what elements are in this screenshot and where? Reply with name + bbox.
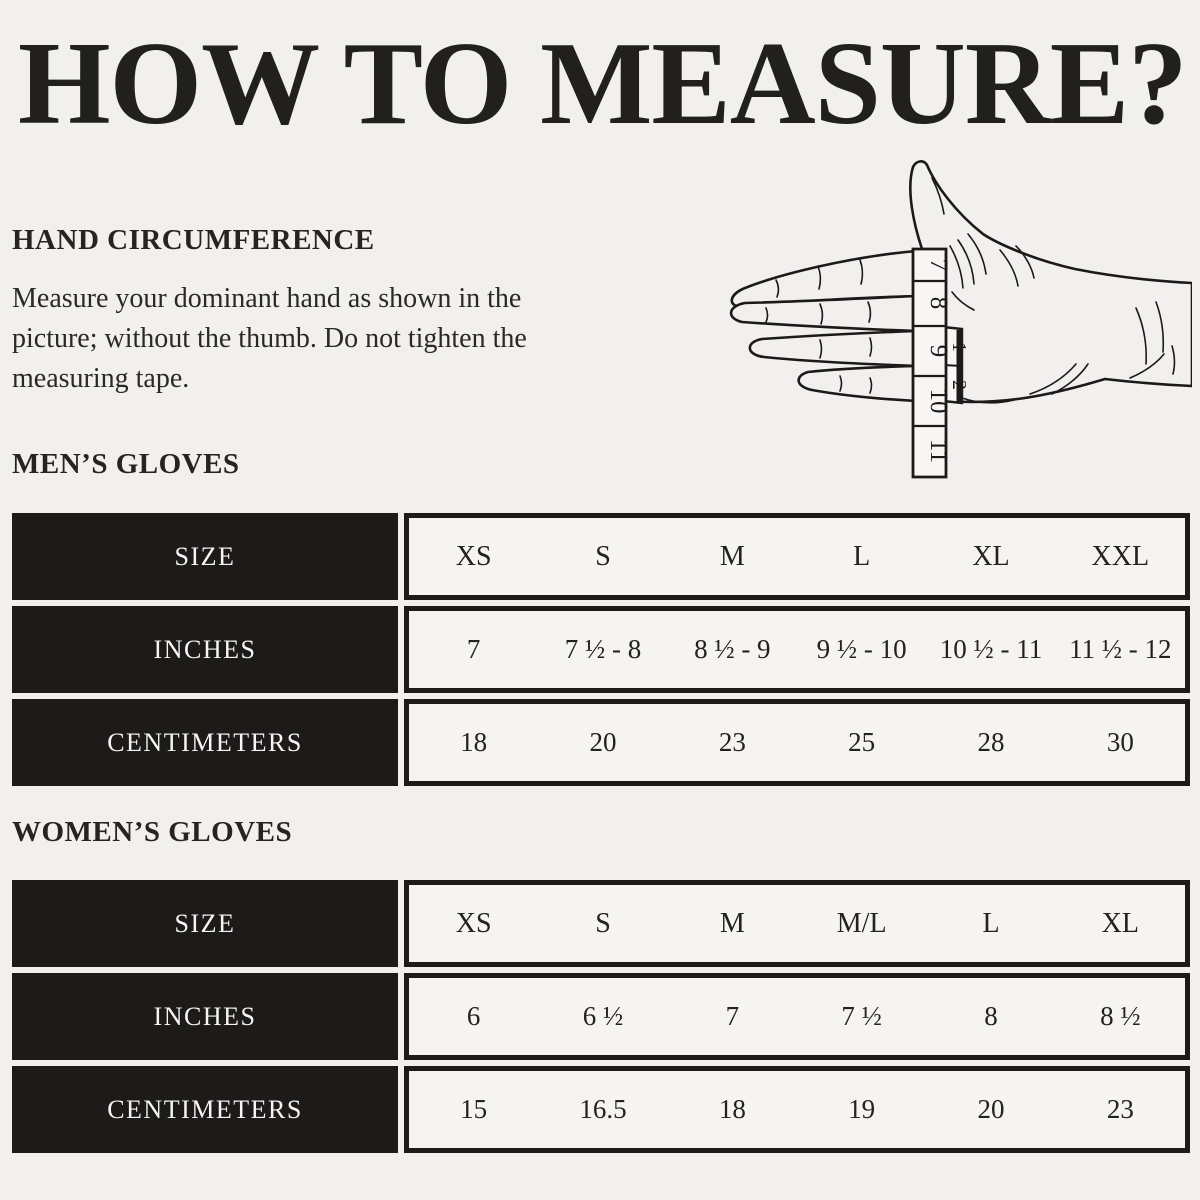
inches-cell: 11 ½ - 12 [1069,634,1172,664]
inches-cell: 6 [466,1001,481,1031]
womens-gloves-heading: WOMEN’S GLOVES [12,816,293,848]
mens-size-table: SIZE XS S M L XL XXL INCHES 7 7 ½ - 8 8 … [12,513,1190,786]
row-values: XS S M M/L L XL [404,880,1190,967]
size-cell: XXL [1091,540,1150,572]
size-cell: M [719,540,745,572]
hand-illustration-svg: 1 2 7 8 9 10 11 [729,160,1194,479]
inches-cell: 9 ½ - 10 [816,634,907,664]
size-cell: M/L [836,907,887,939]
size-cell: L [853,540,871,572]
mens-gloves-heading: MEN’S GLOVES [12,448,240,480]
tape-number: 7 [925,259,952,272]
inches-cell: 7 [725,1001,740,1031]
table-row-inches: INCHES 6 6 ½ 7 7 ½ 8 8 ½ [12,973,1190,1060]
inches-cell: 7 [466,634,481,664]
hand-circumference-section: HAND CIRCUMFERENCE Measure your dominant… [12,226,702,399]
instruction-line: picture; without the thumb. Do not tight… [12,323,527,354]
sketch-shading [765,177,1176,404]
row-header: SIZE [12,513,398,600]
cm-cell: 18 [718,1094,746,1124]
cm-cell: 19 [848,1094,876,1124]
inches-cell: 8 ½ [1100,1001,1141,1031]
size-cell: L [982,907,1000,939]
row-values: 6 6 ½ 7 7 ½ 8 8 ½ [404,973,1190,1060]
table-row-centimeters: CENTIMETERS 18 20 23 25 28 30 [12,699,1190,786]
cm-cell: 23 [718,727,746,757]
inches-cell: 10 ½ - 11 [939,634,1043,664]
hand-circumference-heading: HAND CIRCUMFERENCE [12,224,375,256]
size-cell: S [595,540,611,572]
row-values: 7 7 ½ - 8 8 ½ - 9 9 ½ - 10 10 ½ - 11 11 … [404,606,1190,693]
inches-cell: 7 ½ - 8 [564,634,642,664]
tape-number: 10 [925,389,952,414]
table-row-size: SIZE XS S M M/L L XL [12,880,1190,967]
inches-cell: 7 ½ [841,1001,882,1031]
instruction-line: measuring tape. [12,363,190,394]
row-header: SIZE [12,880,398,967]
size-cell: S [595,907,611,939]
size-cell: XS [455,907,492,939]
table-row-size: SIZE XS S M L XL XXL [12,513,1190,600]
inches-cell: 8 ½ - 9 [694,634,771,664]
size-cell: XL [1101,907,1139,939]
pinky-finger [797,364,918,403]
size-cell: XL [972,540,1010,572]
row-values: XS S M L XL XXL [404,513,1190,600]
tape-number: 1 [948,342,970,352]
cm-cell: 30 [1106,727,1134,757]
inches-cell: 6 ½ [582,1001,624,1031]
cm-cell: 18 [460,727,488,757]
instruction-line: Measure your dominant hand as shown in t… [12,283,522,314]
row-header: CENTIMETERS [12,699,398,786]
cm-cell: 20 [589,727,617,757]
row-header: INCHES [12,606,398,693]
cm-cell: 23 [1106,1094,1134,1124]
row-header: INCHES [12,973,398,1060]
row-values: 15 16.5 18 19 20 23 [404,1066,1190,1153]
womens-size-table: SIZE XS S M M/L L XL INCHES 6 6 ½ 7 7 ½ … [12,880,1190,1153]
hand-measuring-tape-illustration: 1 2 7 8 9 10 11 [700,150,1194,498]
table-row-inches: INCHES 7 7 ½ - 8 8 ½ - 9 9 ½ - 10 10 ½ -… [12,606,1190,693]
row-header: CENTIMETERS [12,1066,398,1153]
cm-cell: 25 [848,727,876,757]
cm-cell: 20 [977,1094,1005,1124]
cm-cell: 15 [460,1094,488,1124]
measuring-tape: 7 8 9 10 11 [911,247,952,479]
row-values: 18 20 23 25 28 30 [404,699,1190,786]
tape-number: 2 [948,380,970,390]
table-row-centimeters: CENTIMETERS 15 16.5 18 19 20 23 [12,1066,1190,1153]
size-cell: XS [455,540,492,572]
page-title: HOW TO MEASURE? [18,17,1188,149]
ring-finger [748,329,918,368]
cm-cell: 28 [977,727,1005,757]
measuring-instructions: Measure your dominant hand as shown in t… [12,279,702,399]
size-cell: M [719,907,745,939]
inches-cell: 8 [984,1001,998,1031]
tape-number: 11 [925,439,952,463]
cm-cell: 16.5 [579,1094,627,1124]
tape-number: 8 [925,297,952,310]
tape-number: 9 [925,345,952,358]
